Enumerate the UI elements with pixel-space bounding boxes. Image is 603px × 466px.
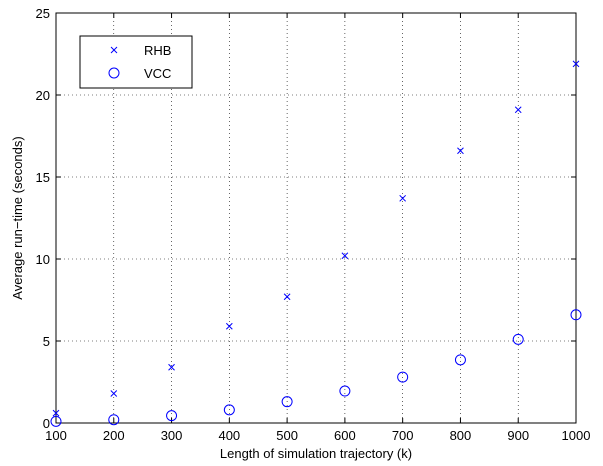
data-marks <box>50 60 582 427</box>
point-vcc <box>108 414 120 426</box>
point-rhb <box>399 194 407 202</box>
legend-box <box>79 35 193 89</box>
legend-label-vcc: VCC <box>144 66 171 81</box>
point-vcc <box>512 333 524 345</box>
legend-marker-rhb <box>110 46 118 54</box>
point-vcc <box>397 371 409 383</box>
point-vcc <box>166 410 178 422</box>
legend-marker-vcc <box>108 67 120 79</box>
point-rhb <box>457 147 464 155</box>
point-rhb <box>52 409 60 417</box>
y-tick-label: 20 <box>36 88 50 103</box>
x-axis-label: Length of simulation trajectory (k) <box>220 446 412 461</box>
x-tick-label: 500 <box>276 428 298 443</box>
y-tick-label: 5 <box>43 334 50 349</box>
y-tick-label: 0 <box>43 416 50 431</box>
point-vcc <box>570 309 582 321</box>
point-rhb <box>572 60 580 68</box>
x-tick-label: 900 <box>507 428 529 443</box>
x-tick-label: 200 <box>103 428 125 443</box>
legend: RHB VCC <box>79 35 193 89</box>
plot-frame <box>55 12 577 424</box>
point-vcc <box>223 404 235 416</box>
x-tick-label: 300 <box>161 428 183 443</box>
point-rhb <box>283 293 291 301</box>
point-vcc <box>50 415 62 427</box>
y-tick-label: 15 <box>36 170 50 185</box>
legend-label-rhb: RHB <box>144 43 171 58</box>
point-rhb <box>225 322 233 330</box>
x-tick-label: 700 <box>392 428 414 443</box>
y-tick-label: 25 <box>36 6 50 21</box>
x-tick-label: 1000 <box>562 428 591 443</box>
point-vcc <box>339 385 351 397</box>
x-tick-label: 100 <box>45 428 67 443</box>
x-tick-label: 400 <box>218 428 240 443</box>
point-rhb <box>168 363 175 371</box>
x-tick-label: 800 <box>450 428 472 443</box>
point-vcc <box>454 354 466 366</box>
point-rhb <box>110 390 118 397</box>
y-axis-label: Average run−time (seconds) <box>10 136 25 299</box>
axis-ticks: 100 200 300 400 500 600 700 800 900 1000 0 5 10 15 20 2… <box>36 6 591 443</box>
y-tick-label: 10 <box>36 252 50 267</box>
point-rhb <box>341 252 349 260</box>
x-tick-label: 600 <box>334 428 356 443</box>
point-vcc <box>281 396 293 408</box>
point-rhb <box>514 106 522 114</box>
